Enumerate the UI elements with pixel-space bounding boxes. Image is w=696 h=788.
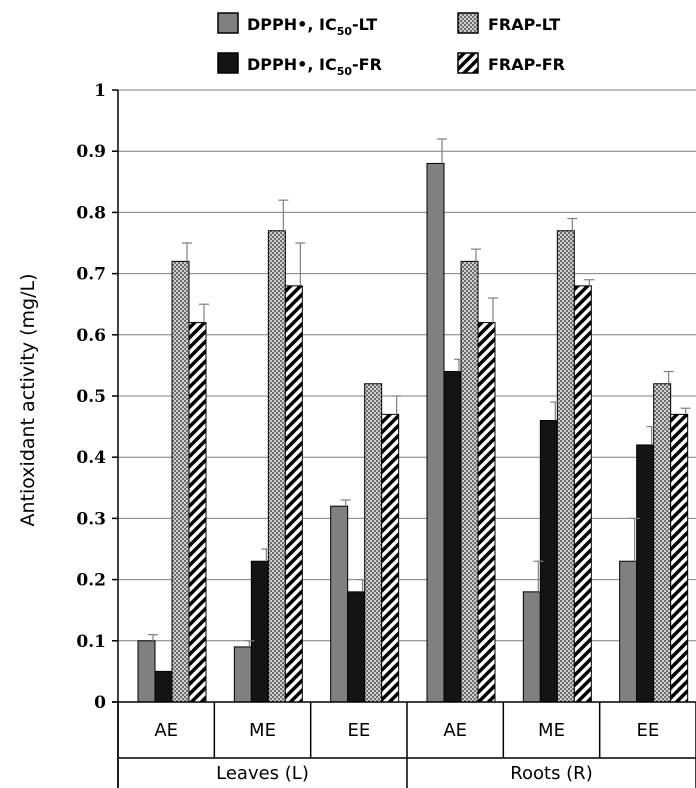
- x-category-label: EE: [636, 720, 659, 741]
- bar: [573, 285, 592, 703]
- x-axis-categories: AE ME EE AE ME EE: [117, 702, 696, 788]
- bar: [330, 505, 349, 703]
- x-category-label: EE: [347, 720, 370, 741]
- legend-swatch-frap-lt: [457, 12, 479, 34]
- legend-swatch-frap-fr: [457, 52, 479, 74]
- bar: [670, 413, 689, 703]
- bar: [443, 371, 462, 703]
- legend-item-dpph-fr: DPPH•, IC50-FR: [217, 52, 382, 78]
- x-category-label: AE: [154, 720, 178, 741]
- bar: [284, 285, 303, 703]
- legend-swatch-dpph-fr: [217, 52, 239, 74]
- legend-item-frap-fr: FRAP-FR: [457, 52, 565, 74]
- bar: [381, 413, 400, 703]
- bar: [460, 260, 479, 703]
- bar: [426, 162, 445, 703]
- x-category-label: ME: [249, 720, 276, 741]
- x-category-label: AE: [443, 720, 467, 741]
- legend: DPPH•, IC50-LT DPPH•, IC50-FR FRAP-LT FR…: [217, 12, 565, 78]
- x-category-label: ME: [538, 720, 565, 741]
- bar: [653, 383, 672, 703]
- legend-label-frap-lt: FRAP-LT: [488, 15, 560, 34]
- bar: [477, 322, 496, 703]
- bar: [188, 322, 207, 703]
- y-tick-label: 0.9: [76, 142, 106, 162]
- y-tick-label: 0.2: [76, 571, 106, 591]
- y-tick-label: 0.1: [76, 632, 106, 652]
- bar: [364, 383, 383, 703]
- y-tick-label: 0.7: [76, 265, 106, 285]
- bar: [250, 560, 269, 703]
- bar: [636, 444, 655, 703]
- bar: [556, 230, 575, 703]
- y-tick-label: 0.5: [76, 387, 106, 407]
- x-group-label: Leaves (L): [216, 763, 309, 784]
- axes: [112, 90, 696, 788]
- bar: [154, 670, 173, 703]
- y-tick-label: 0.8: [76, 203, 106, 223]
- legend-label-dpph-fr: DPPH•, IC50-FR: [247, 55, 382, 78]
- y-axis-ticks: 0 0.1 0.2 0.3 0.4 0.5 0.6 0.7 0.8 0.9 1: [76, 81, 118, 713]
- bar: [522, 591, 541, 703]
- legend-item-frap-lt: FRAP-LT: [457, 12, 560, 34]
- bar: [233, 646, 252, 703]
- legend-label-dpph-lt: DPPH•, IC50-LT: [247, 15, 377, 38]
- y-tick-label: 0.4: [76, 448, 106, 468]
- bars: [137, 162, 689, 703]
- legend-swatch-dpph-lt: [217, 12, 239, 34]
- y-tick-label: 1: [94, 81, 106, 101]
- x-axis-groups: Leaves (L) Roots (R): [216, 763, 593, 784]
- error-bars: [148, 138, 691, 647]
- bar: [347, 591, 366, 703]
- y-tick-label: 0.6: [76, 326, 106, 346]
- bar: [137, 640, 156, 703]
- y-tick-label: 0.3: [76, 509, 106, 529]
- y-tick-label: 0: [94, 693, 106, 713]
- x-group-label: Roots (R): [510, 763, 592, 784]
- bar: [267, 230, 286, 703]
- legend-label-frap-fr: FRAP-FR: [488, 55, 565, 74]
- gridlines: [118, 89, 696, 642]
- y-axis-label: Antioxidant activity (mg/L): [17, 273, 39, 526]
- bar: [171, 260, 190, 703]
- legend-item-dpph-lt: DPPH•, IC50-LT: [217, 12, 377, 38]
- bar: [619, 560, 638, 703]
